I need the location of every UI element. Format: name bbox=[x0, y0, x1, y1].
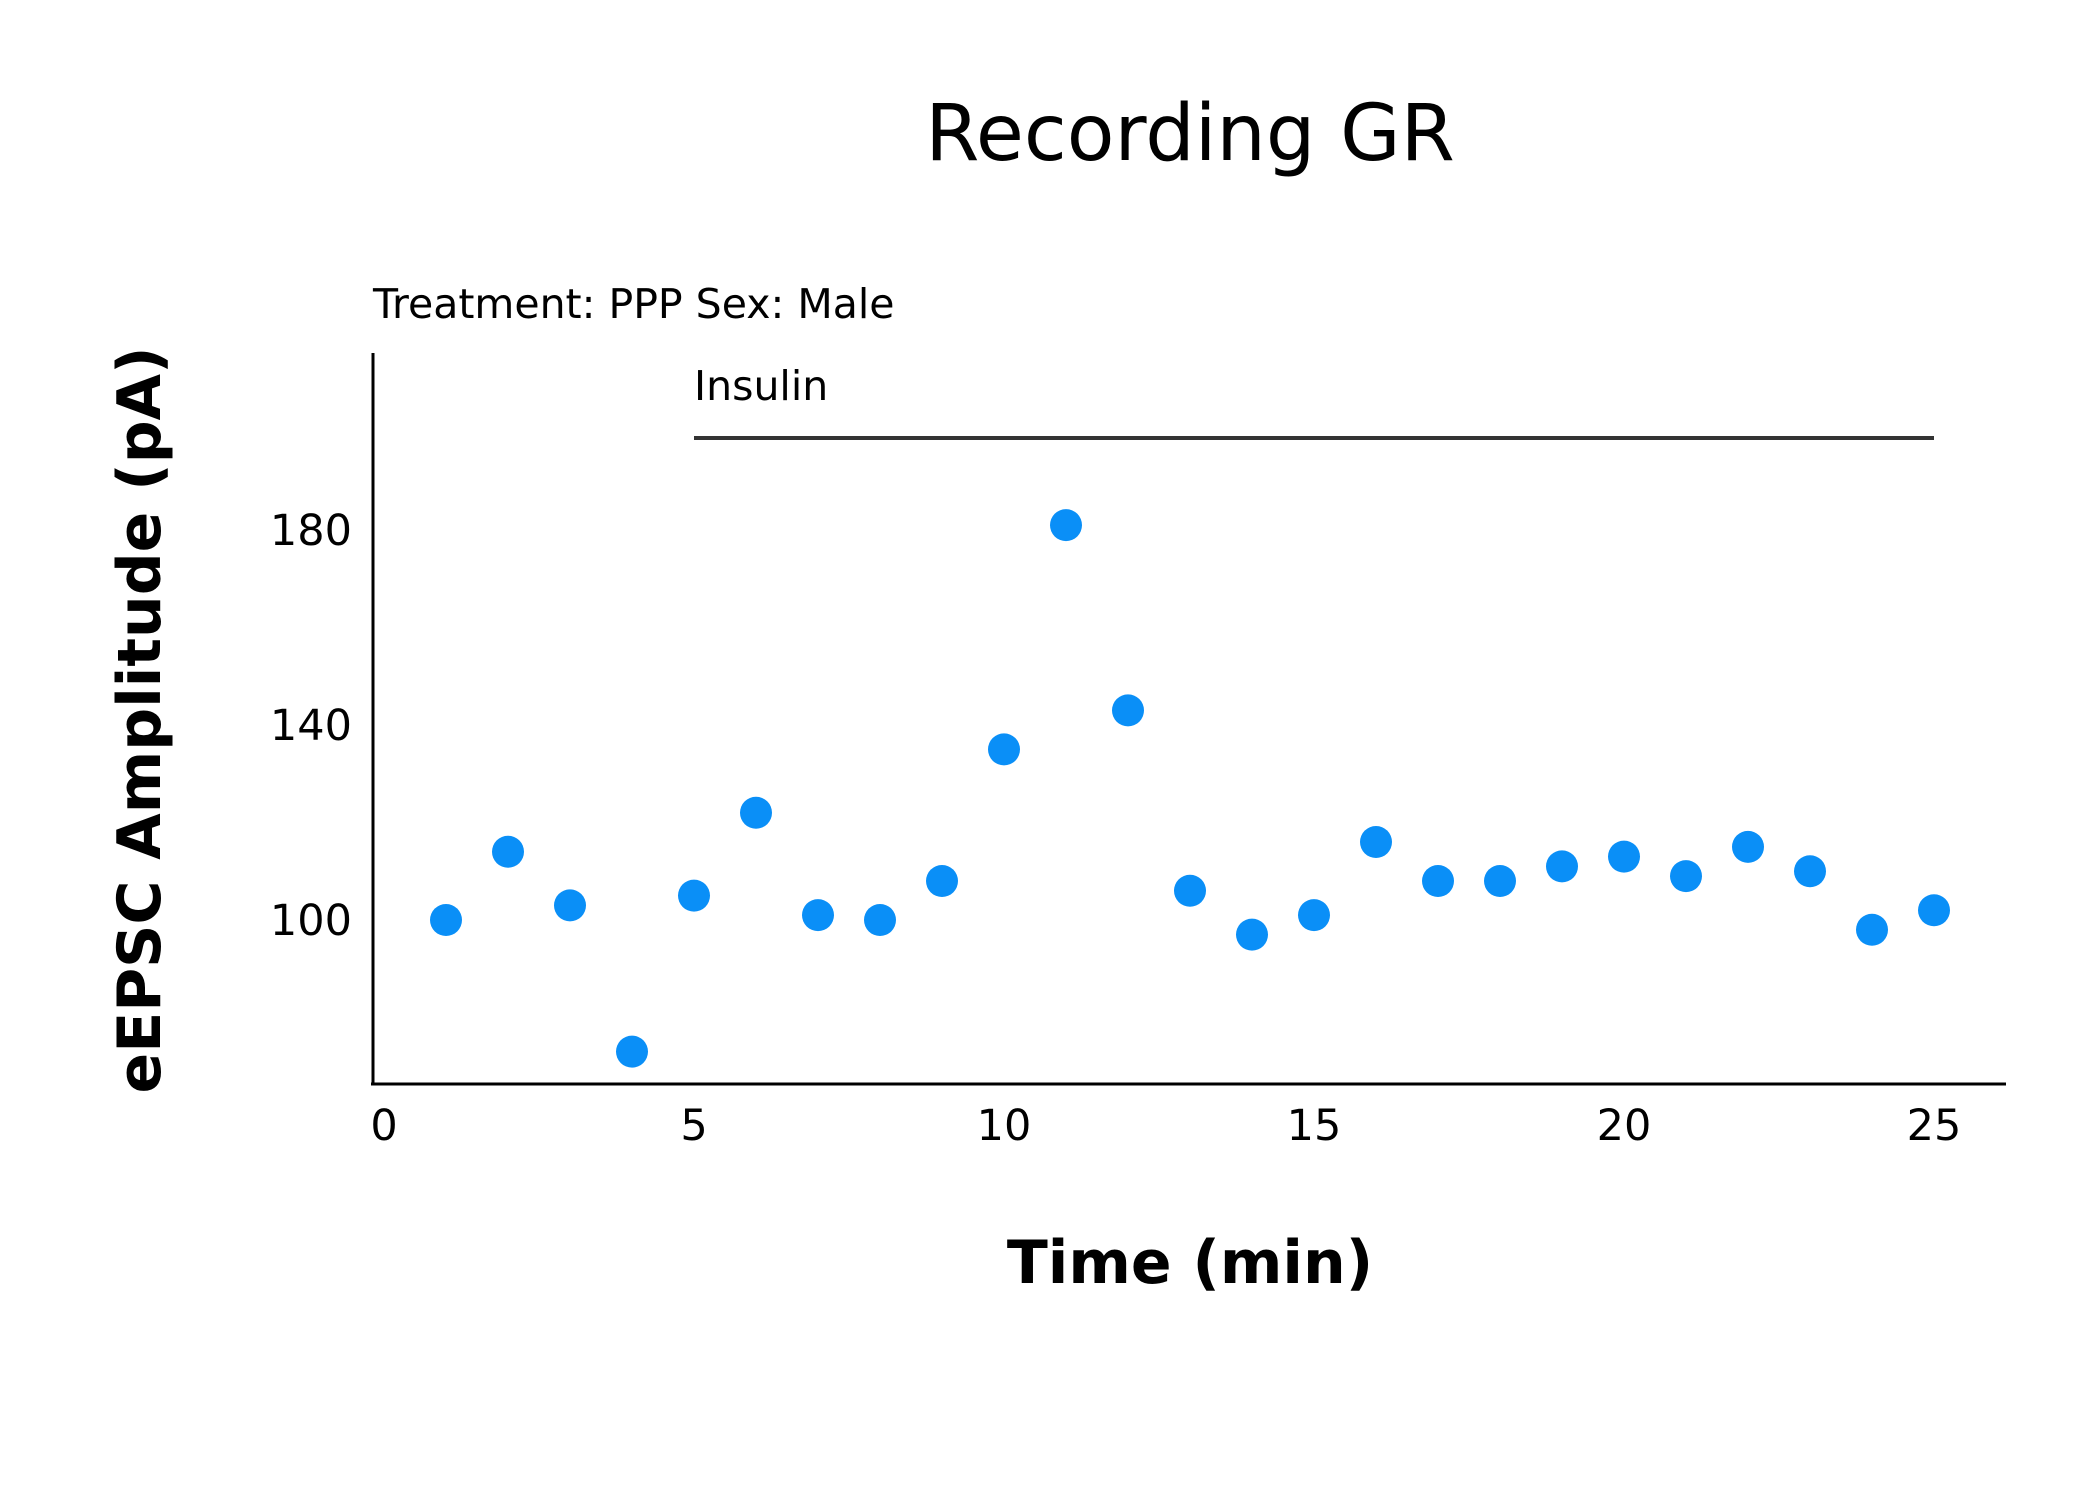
data-point bbox=[1732, 830, 1764, 863]
y-tick-label: 180 bbox=[270, 506, 352, 556]
x-tick-label: 15 bbox=[1287, 1101, 1342, 1151]
data-point bbox=[926, 865, 958, 897]
insulin-label: Insulin bbox=[694, 362, 828, 410]
data-point bbox=[1670, 860, 1702, 893]
y-tick-label: 100 bbox=[270, 896, 352, 946]
data-point bbox=[1608, 840, 1640, 873]
chart-title: Recording GR bbox=[925, 89, 1455, 179]
data-point bbox=[740, 796, 772, 829]
data-point bbox=[430, 904, 462, 936]
data-point bbox=[1112, 694, 1144, 727]
data-point bbox=[1236, 918, 1268, 951]
y-tick-labels: 100 140 180 bbox=[270, 506, 352, 946]
data-point bbox=[492, 835, 524, 868]
chart-subtitle: Treatment: PPP Sex: Male bbox=[372, 280, 894, 328]
data-point bbox=[1856, 913, 1888, 946]
data-point bbox=[1918, 894, 1950, 927]
x-tick-label: 25 bbox=[1907, 1101, 1962, 1151]
x-tick-label: 20 bbox=[1597, 1101, 1652, 1151]
data-point bbox=[864, 904, 896, 936]
data-point bbox=[1360, 826, 1392, 858]
data-point bbox=[1174, 874, 1206, 907]
data-point bbox=[554, 889, 586, 922]
x-tick-label: 5 bbox=[680, 1101, 707, 1151]
data-point bbox=[1050, 509, 1082, 542]
data-points bbox=[430, 509, 1950, 1068]
data-point bbox=[1794, 855, 1826, 888]
data-point bbox=[1484, 865, 1516, 897]
data-point bbox=[802, 899, 834, 932]
x-tick-label: 0 bbox=[370, 1101, 397, 1151]
x-axis-label: Time (min) bbox=[1007, 1228, 1373, 1298]
y-tick-label: 140 bbox=[270, 701, 352, 751]
data-point bbox=[988, 733, 1020, 766]
data-point bbox=[1422, 865, 1454, 897]
x-tick-label: 10 bbox=[977, 1101, 1032, 1151]
x-tick-labels: 0 5 10 15 20 25 bbox=[370, 1101, 1961, 1151]
data-point bbox=[1546, 850, 1578, 883]
y-axis-label: eEPSC Amplitude (pA) bbox=[105, 347, 175, 1094]
data-point bbox=[678, 879, 710, 912]
data-point bbox=[616, 1035, 648, 1068]
data-point bbox=[1298, 899, 1330, 932]
